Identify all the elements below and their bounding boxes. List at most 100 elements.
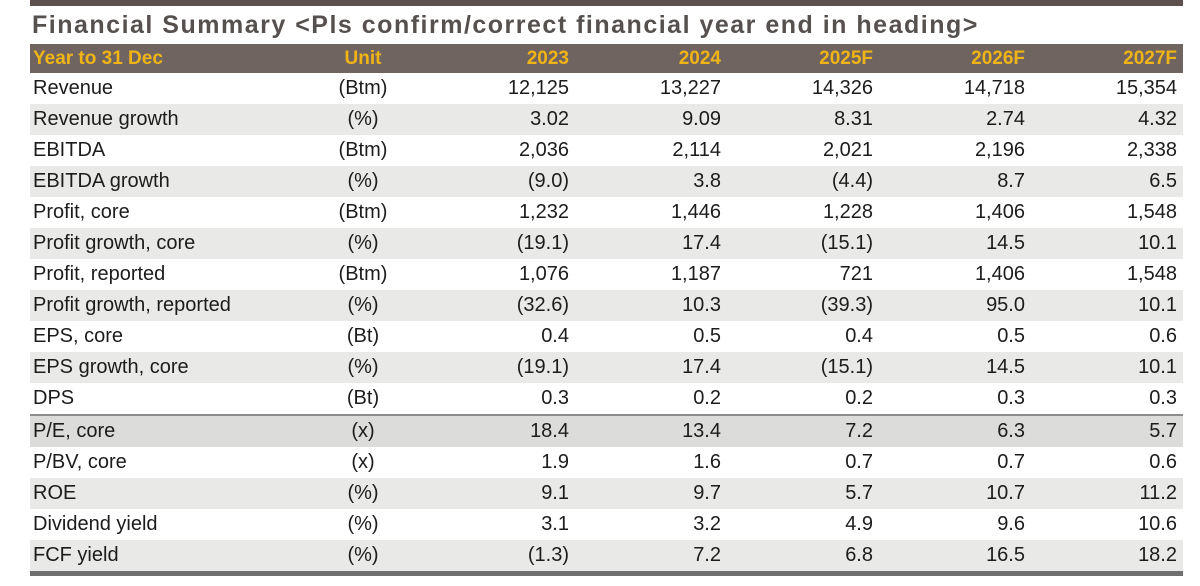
row-value: 1.6 bbox=[693, 451, 721, 473]
row-value: 0.4 bbox=[541, 325, 569, 347]
row-label: P/E, core bbox=[33, 420, 116, 442]
financial-summary-sheet: Financial Summary <Pls confirm/correct f… bbox=[30, 0, 1183, 576]
row-value: 17.4 bbox=[682, 356, 721, 378]
table-row: ROE (%) 9.1 9.7 5.7 10.7 11.2 bbox=[30, 478, 1183, 509]
row-value: 14,326 bbox=[811, 77, 873, 99]
row-value: 0.3 bbox=[541, 387, 569, 409]
row-value: 4.9 bbox=[845, 513, 873, 535]
header-cell-year-to-31-dec: Year to 31 Dec bbox=[33, 47, 163, 69]
header-cell-2027f: 2027F bbox=[1123, 47, 1177, 69]
row-value: (15.1) bbox=[820, 356, 873, 378]
row-value: (39.3) bbox=[820, 294, 873, 316]
row-label: Revenue growth bbox=[33, 108, 179, 130]
header-cell-2025f: 2025F bbox=[819, 47, 873, 69]
table-row: DPS (Bt) 0.3 0.2 0.2 0.3 0.3 bbox=[30, 383, 1183, 414]
row-value: 1,228 bbox=[822, 201, 873, 223]
table-row: EPS, core (Bt) 0.4 0.5 0.4 0.5 0.6 bbox=[30, 321, 1183, 352]
row-value: 0.6 bbox=[1149, 451, 1177, 473]
row-value: 2,114 bbox=[672, 139, 721, 161]
row-value: 7.2 bbox=[693, 544, 721, 566]
row-value: 15,354 bbox=[1115, 77, 1177, 99]
table-row: EPS growth, core (%) (19.1) 17.4 (15.1) 14.5 1… bbox=[30, 352, 1183, 383]
table-row: P/E, core (x) 18.4 13.4 7.2 6.3 5.7 bbox=[30, 414, 1183, 447]
row-value: 3.1 bbox=[541, 513, 569, 535]
row-value: 10.6 bbox=[1138, 513, 1177, 535]
row-label: Profit, reported bbox=[33, 263, 166, 285]
row-value: 1.9 bbox=[541, 451, 569, 473]
row-label: Revenue bbox=[33, 77, 114, 99]
row-value: 8.7 bbox=[997, 170, 1025, 192]
row-value: 14,718 bbox=[963, 77, 1025, 99]
row-unit: (x) bbox=[351, 451, 375, 473]
table-row: Revenue growth (%) 3.02 9.09 8.31 2.74 4.32 bbox=[30, 104, 1183, 135]
row-value: 0.2 bbox=[845, 387, 873, 409]
row-value: 0.4 bbox=[845, 325, 873, 347]
row-value: 3.8 bbox=[693, 170, 721, 192]
row-value: 1,406 bbox=[974, 263, 1025, 285]
row-unit: (Bt) bbox=[346, 325, 380, 347]
row-value: 12,125 bbox=[507, 77, 569, 99]
row-value: 721 bbox=[839, 263, 873, 285]
table-row: Profit growth, reported (%) (32.6) 10.3 (39.… bbox=[30, 290, 1183, 321]
table-row: EBITDA (Btm) 2,036 2,114 2,021 2,196 2,338 bbox=[30, 135, 1183, 166]
row-label: EPS growth, core bbox=[33, 356, 189, 378]
row-value: 10.3 bbox=[682, 294, 721, 316]
header-cell-2024: 2024 bbox=[678, 47, 721, 69]
header-cell-2023: 2023 bbox=[526, 47, 569, 69]
table-row: Profit, reported (Btm) 1,076 1,187 721 1,406 1… bbox=[30, 259, 1183, 290]
table-bottom-rule bbox=[30, 571, 1183, 576]
row-value: 0.5 bbox=[693, 325, 721, 347]
row-label: EPS, core bbox=[33, 325, 124, 347]
row-value: 8.31 bbox=[834, 108, 873, 130]
row-unit: (Btm) bbox=[338, 77, 388, 99]
row-unit: (Bt) bbox=[346, 387, 380, 409]
row-value: 9.09 bbox=[682, 108, 721, 130]
row-value: 1,232 bbox=[518, 201, 569, 223]
table-body: Revenue (Btm) 12,125 13,227 14,326 14,718 15,3… bbox=[30, 73, 1183, 571]
row-value: 7.2 bbox=[845, 420, 873, 442]
row-value: 9.7 bbox=[693, 482, 721, 504]
row-label: Profit, core bbox=[33, 201, 130, 223]
row-value: 10.1 bbox=[1138, 232, 1177, 254]
row-value: 1,406 bbox=[974, 201, 1025, 223]
row-label: P/BV, core bbox=[33, 451, 127, 473]
row-unit: (%) bbox=[347, 294, 379, 316]
row-unit: (%) bbox=[347, 232, 379, 254]
row-value: 5.7 bbox=[845, 482, 873, 504]
row-value: (32.6) bbox=[516, 294, 569, 316]
row-value: (4.4) bbox=[831, 170, 873, 192]
row-value: 14.5 bbox=[986, 356, 1025, 378]
row-label: Profit growth, reported bbox=[33, 294, 231, 316]
row-value: 5.7 bbox=[1149, 420, 1177, 442]
row-label: DPS bbox=[33, 387, 75, 409]
header-cell-2026f: 2026F bbox=[971, 47, 1025, 69]
row-value: 17.4 bbox=[682, 232, 721, 254]
table-row: FCF yield (%) (1.3) 7.2 6.8 16.5 18.2 bbox=[30, 540, 1183, 571]
row-value: 1,548 bbox=[1126, 201, 1177, 223]
row-value: 3.02 bbox=[530, 108, 569, 130]
row-value: 0.6 bbox=[1149, 325, 1177, 347]
row-unit: (%) bbox=[347, 170, 379, 192]
row-value: 0.3 bbox=[1149, 387, 1177, 409]
row-unit: (%) bbox=[347, 513, 379, 535]
row-value: 6.3 bbox=[997, 420, 1025, 442]
row-value: 9.1 bbox=[541, 482, 569, 504]
table-row: Dividend yield (%) 3.1 3.2 4.9 9.6 10.6 bbox=[30, 509, 1183, 540]
row-value: 1,076 bbox=[518, 263, 569, 285]
row-value: 0.5 bbox=[997, 325, 1025, 347]
row-label: EBITDA growth bbox=[33, 170, 170, 192]
row-value: 11.2 bbox=[1139, 482, 1177, 504]
table-row: Profit, core (Btm) 1,232 1,446 1,228 1,406 1,5… bbox=[30, 197, 1183, 228]
row-value: 95.0 bbox=[986, 294, 1025, 316]
row-value: 0.3 bbox=[997, 387, 1025, 409]
row-value: 10.7 bbox=[986, 482, 1025, 504]
row-value: 2,338 bbox=[1126, 139, 1177, 161]
row-value: 2,021 bbox=[822, 139, 873, 161]
row-label: Profit growth, core bbox=[33, 232, 196, 254]
row-value: 0.2 bbox=[693, 387, 721, 409]
row-value: 3.2 bbox=[693, 513, 721, 535]
table-row: EBITDA growth (%) (9.0) 3.8 (4.4) 8.7 6.5 bbox=[30, 166, 1183, 197]
row-value: (19.1) bbox=[516, 232, 569, 254]
row-unit: (x) bbox=[351, 420, 375, 442]
row-value: 18.4 bbox=[530, 420, 569, 442]
